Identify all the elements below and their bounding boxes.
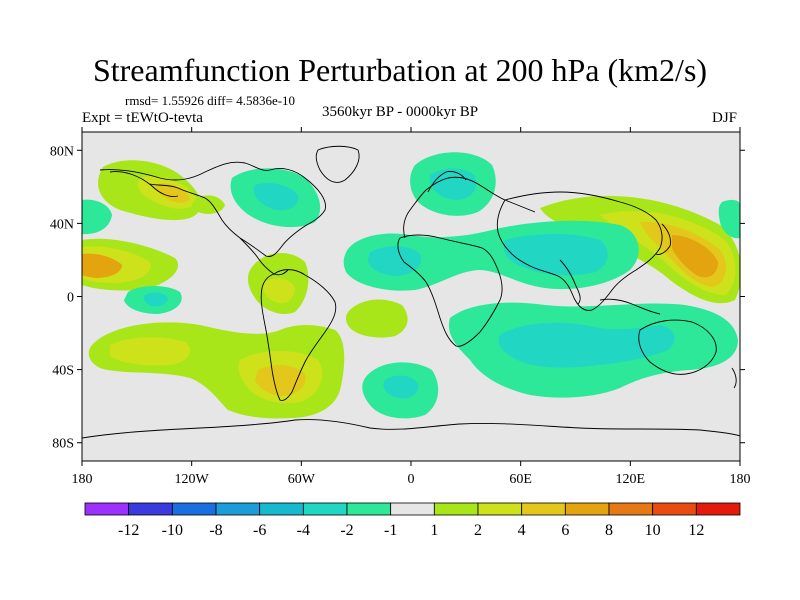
x-tick-label: 0 — [408, 472, 415, 487]
colorbar-swatch — [695, 502, 741, 516]
x-tick-label: 60W — [288, 472, 316, 487]
colorbar-label: -1 — [384, 522, 397, 539]
colorbar-swatch — [521, 502, 566, 516]
y-tick-label: 40S — [52, 364, 74, 379]
x-tick-label: 60E — [509, 472, 532, 487]
indonesia-coast — [599, 298, 661, 315]
positive-anomalies — [82, 160, 740, 419]
colorbar-swatch — [608, 502, 654, 516]
colorbar-label: -4 — [297, 522, 310, 539]
colorbar-label: 10 — [645, 522, 661, 539]
colorbar-label: -6 — [253, 522, 266, 539]
colorbar-label: -8 — [209, 522, 222, 539]
tropical-negative-inner-west — [368, 246, 422, 276]
south-america-positive-core — [255, 365, 306, 396]
central-america-positive-inner — [263, 278, 295, 304]
south-america-coast — [260, 269, 337, 401]
europe-negative-inner — [430, 168, 477, 200]
colorbar-swatch — [171, 502, 217, 516]
y-tick-label: 40N — [50, 217, 74, 232]
y-tick-label: 80N — [50, 144, 74, 159]
colorbar-swatch — [84, 502, 130, 516]
colorbar-swatch — [390, 502, 435, 516]
colorbar-label: 12 — [688, 522, 704, 539]
dateline-negative — [718, 199, 740, 239]
colorbar-swatch — [564, 502, 610, 516]
y-tick-label: 80S — [52, 437, 74, 452]
alaska-positive-core — [155, 183, 190, 203]
coastlines — [82, 145, 740, 439]
pacific-north-negative — [82, 199, 112, 235]
alaska-coast — [109, 171, 179, 197]
india-coast — [559, 259, 581, 305]
colorbar-swatch — [215, 502, 261, 516]
colorbar-label: 8 — [605, 522, 613, 539]
axis-ticks: 80N 40N 0 40S 80S 180 120W 60W 0 60E 120E 180 — [50, 127, 751, 487]
africa-coast — [397, 234, 503, 347]
japan-coast — [655, 223, 671, 255]
colorbar-label: -12 — [118, 522, 139, 539]
x-tick-label: 180 — [730, 472, 751, 487]
australia-coast — [638, 319, 717, 375]
new-zealand-coast — [731, 367, 737, 389]
colorbar: -12 -10 -8 -6 -4 -2 -1 1 2 4 6 8 10 12 — [84, 502, 741, 539]
x-tick-label: 180 — [72, 472, 93, 487]
asia-pacific-positive-center — [672, 235, 718, 278]
experiment-label: Expt = tEWtO-tevta — [82, 110, 203, 126]
central-pacific-negative-inner — [143, 292, 168, 307]
stats-label: rmsd= 1.55926 diff= 4.5836e-10 — [125, 93, 296, 108]
colorbar-swatch — [346, 502, 392, 516]
indian-ocean-negative-inner — [498, 322, 675, 368]
x-tick-label: 120E — [616, 472, 646, 487]
south-pacific-positive-inner — [110, 337, 190, 366]
north-america-negative-inner — [253, 183, 299, 211]
x-tick-label: 120W — [175, 472, 210, 487]
contour-fields — [82, 152, 740, 419]
south-atlantic-negative-inner — [383, 375, 419, 399]
y-tick-label: 0 — [67, 291, 74, 306]
scandinavia-coast — [427, 171, 467, 193]
colorbar-swatch — [477, 502, 523, 516]
colorbar-label: -2 — [340, 522, 353, 539]
atlantic-positive — [345, 299, 408, 338]
colorbar-swatch — [259, 502, 304, 516]
antarctica-coast — [82, 419, 740, 439]
central-america-coast — [239, 237, 289, 276]
colorbar-label: -10 — [162, 522, 183, 539]
asia-coast — [496, 191, 663, 311]
colorbar-label: 1 — [430, 522, 438, 539]
colorbar-swatch — [433, 502, 479, 516]
greenland-coast — [315, 145, 360, 183]
colorbar-label: 2 — [474, 522, 482, 539]
period-label: 3560kyr BP - 0000kyr BP — [322, 104, 479, 120]
canada-positive-small — [192, 195, 225, 214]
north-america-coast — [99, 161, 326, 257]
season-label: DJF — [712, 110, 738, 126]
tropical-negative-inner-east — [503, 234, 608, 276]
pacific-west-positive-core — [82, 253, 122, 278]
colorbar-label: 6 — [561, 522, 569, 539]
colorbar-swatch — [302, 502, 348, 516]
colorbar-label: 4 — [518, 522, 526, 539]
colorbar-swatch — [128, 502, 173, 516]
colorbar-swatch — [652, 502, 697, 516]
chart-title: Streamfunction Perturbation at 200 hPa (… — [92, 52, 708, 88]
